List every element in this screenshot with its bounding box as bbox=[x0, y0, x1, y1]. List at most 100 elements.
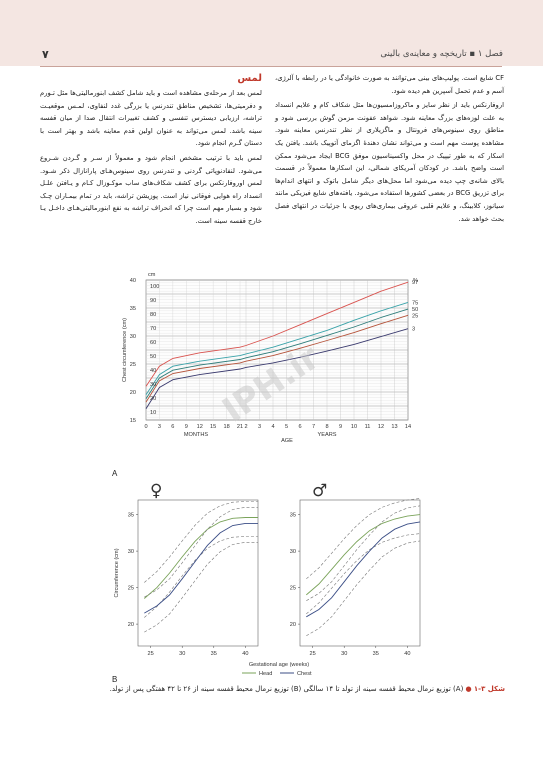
running-head: فصل ۱ ▪ تاریخچه و معاینه‌ی بالینی bbox=[380, 49, 503, 59]
y-tick-label: 30 bbox=[290, 549, 296, 555]
y-tick-label: 40 bbox=[130, 278, 136, 284]
x-tick-label: 9 bbox=[185, 424, 188, 430]
inner-tick-label: 20 bbox=[150, 396, 156, 402]
y-tick-label: 35 bbox=[130, 306, 136, 312]
section-heading: لمس bbox=[237, 73, 262, 84]
series-label-p50: 50 bbox=[412, 307, 418, 313]
plot-frame bbox=[299, 499, 421, 647]
figure-a-lines bbox=[145, 281, 409, 410]
head-upper-bound bbox=[306, 498, 421, 580]
chest-upper-bound bbox=[144, 507, 258, 598]
x-tick-label: 0 bbox=[144, 424, 147, 430]
figure-caption: شکل ۳-۱ ● (A) توزیع نرمال محیط قفسه سینه… bbox=[40, 684, 505, 695]
series-label-p75: 75 bbox=[412, 300, 418, 306]
paragraph: لمس باید با ترتیب مشخص انجام شود و معمول… bbox=[40, 153, 262, 225]
x-tick-label: 6 bbox=[171, 424, 174, 430]
chest-lower-bound bbox=[306, 540, 421, 637]
x-tick-label: 9 bbox=[339, 424, 342, 430]
x-tick-label: 7 bbox=[312, 424, 315, 430]
x-tick-label: 40 bbox=[404, 651, 410, 657]
x-tick-label: 15 bbox=[210, 424, 216, 430]
x-tick-label: 11 bbox=[365, 424, 371, 430]
series-label-p3: 3 bbox=[412, 327, 415, 333]
inner-tick-label: 50 bbox=[150, 354, 156, 360]
plot-frame bbox=[137, 499, 259, 647]
chest-curve bbox=[144, 522, 258, 614]
x-tick-label: 25 bbox=[310, 651, 316, 657]
figure-b-content: ♀ 20 25 30 35 25 30 35 40 ♂ 20 25 30 35 25 30 35 40 Circum… bbox=[114, 481, 421, 677]
y-tick-label: 35 bbox=[290, 513, 296, 519]
x-tick-label: 5 bbox=[285, 424, 288, 430]
paragraph: CF شایع است. پولیپ‌های بینی می‌توانند به… bbox=[275, 74, 504, 95]
head-upper-bound bbox=[144, 501, 258, 583]
x-tick-label: 3 bbox=[158, 424, 161, 430]
right-text-column: CF شایع است. پولیپ‌های بینی می‌توانند به… bbox=[275, 72, 504, 227]
inner-tick-label: 60 bbox=[150, 340, 156, 346]
percentile-header: % bbox=[413, 278, 418, 284]
y-tick-label: 30 bbox=[130, 334, 136, 340]
head-curve bbox=[306, 514, 421, 596]
x-sub-label-months: MONTHS bbox=[184, 432, 209, 438]
figure-a-panel-label: A bbox=[112, 469, 118, 478]
inner-tick-label: 70 bbox=[150, 326, 156, 332]
x-tick-label: 13 bbox=[391, 424, 397, 430]
y-axis-label: Circumference (cm) bbox=[114, 548, 120, 597]
x-tick-label: 12 bbox=[197, 424, 203, 430]
series-line-p3 bbox=[145, 328, 409, 410]
x-tick-label: 6 bbox=[298, 424, 301, 430]
inner-tick-label: 100 bbox=[150, 284, 159, 290]
page-number: ۷ bbox=[42, 48, 49, 61]
x-tick-label: 8 bbox=[325, 424, 328, 430]
legend-head-label: Head bbox=[259, 671, 272, 677]
head-curve bbox=[144, 517, 258, 599]
y-tick-label: 20 bbox=[128, 622, 134, 628]
x-tick-label: 35 bbox=[373, 651, 379, 657]
y-tick-label: 25 bbox=[130, 362, 136, 368]
chest-upper-bound bbox=[306, 505, 421, 601]
x-tick-label: 25 bbox=[148, 651, 154, 657]
y-tick-label: 35 bbox=[128, 513, 134, 519]
x-tick-label: 21 bbox=[237, 424, 243, 430]
x-tick-label: 4 bbox=[271, 424, 274, 430]
x-tick-label: 40 bbox=[242, 651, 248, 657]
series-line-p97 bbox=[145, 281, 409, 387]
caption-text: (A) توزیع نرمال محیط قفسه سینه از تولد ت… bbox=[109, 685, 464, 693]
series-label-p25: 25 bbox=[412, 313, 418, 319]
paragraph: لمس بعد از مرحله‌ی مشاهده است و باید شام… bbox=[40, 89, 262, 148]
x-tick-label: 18 bbox=[223, 424, 229, 430]
header-rule bbox=[40, 66, 502, 67]
y-tick-label: 15 bbox=[130, 418, 136, 424]
head-lower-bound bbox=[306, 533, 421, 615]
series-line-p50 bbox=[145, 308, 409, 399]
y-tick-label: 25 bbox=[290, 586, 296, 592]
x-axis-label: AGE bbox=[281, 438, 293, 444]
figure-a-labels: 152025303540102030405060708090100cm%Ches… bbox=[122, 272, 418, 444]
y-tick-label: 20 bbox=[130, 390, 136, 396]
y-axis-label: Chest circumference (cm) bbox=[122, 318, 128, 382]
x-tick-label: 2 bbox=[244, 424, 247, 430]
inner-tick-label: 40 bbox=[150, 368, 156, 374]
legend-chest-label: Chest bbox=[297, 671, 312, 677]
x-tick-label: 30 bbox=[179, 651, 185, 657]
header-band bbox=[0, 0, 543, 66]
inner-tick-label: 80 bbox=[150, 312, 156, 318]
caption-number: شکل ۳-۱ bbox=[473, 685, 505, 693]
y-tick-label: 30 bbox=[128, 549, 134, 555]
x-tick-label: 35 bbox=[211, 651, 217, 657]
x-tick-label: 14 bbox=[405, 424, 411, 430]
female-symbol-icon: ♀ bbox=[150, 481, 162, 501]
x-tick-label: 30 bbox=[341, 651, 347, 657]
x-tick-label: 3 bbox=[258, 424, 261, 430]
caption-bullet: ● bbox=[463, 685, 472, 693]
series-line-p75 bbox=[145, 301, 409, 396]
head-lower-bound bbox=[144, 536, 258, 618]
series-line-p25 bbox=[145, 314, 409, 403]
x-tick-label: 12 bbox=[378, 424, 384, 430]
chest-curve bbox=[306, 521, 421, 618]
chest-lower-bound bbox=[144, 542, 258, 633]
male-symbol-icon: ♂ bbox=[312, 481, 327, 501]
x-axis-label: Gestational age (weeks) bbox=[249, 662, 309, 668]
figure-b-panel-label: B bbox=[112, 675, 117, 684]
inner-tick-label: 10 bbox=[150, 410, 156, 416]
